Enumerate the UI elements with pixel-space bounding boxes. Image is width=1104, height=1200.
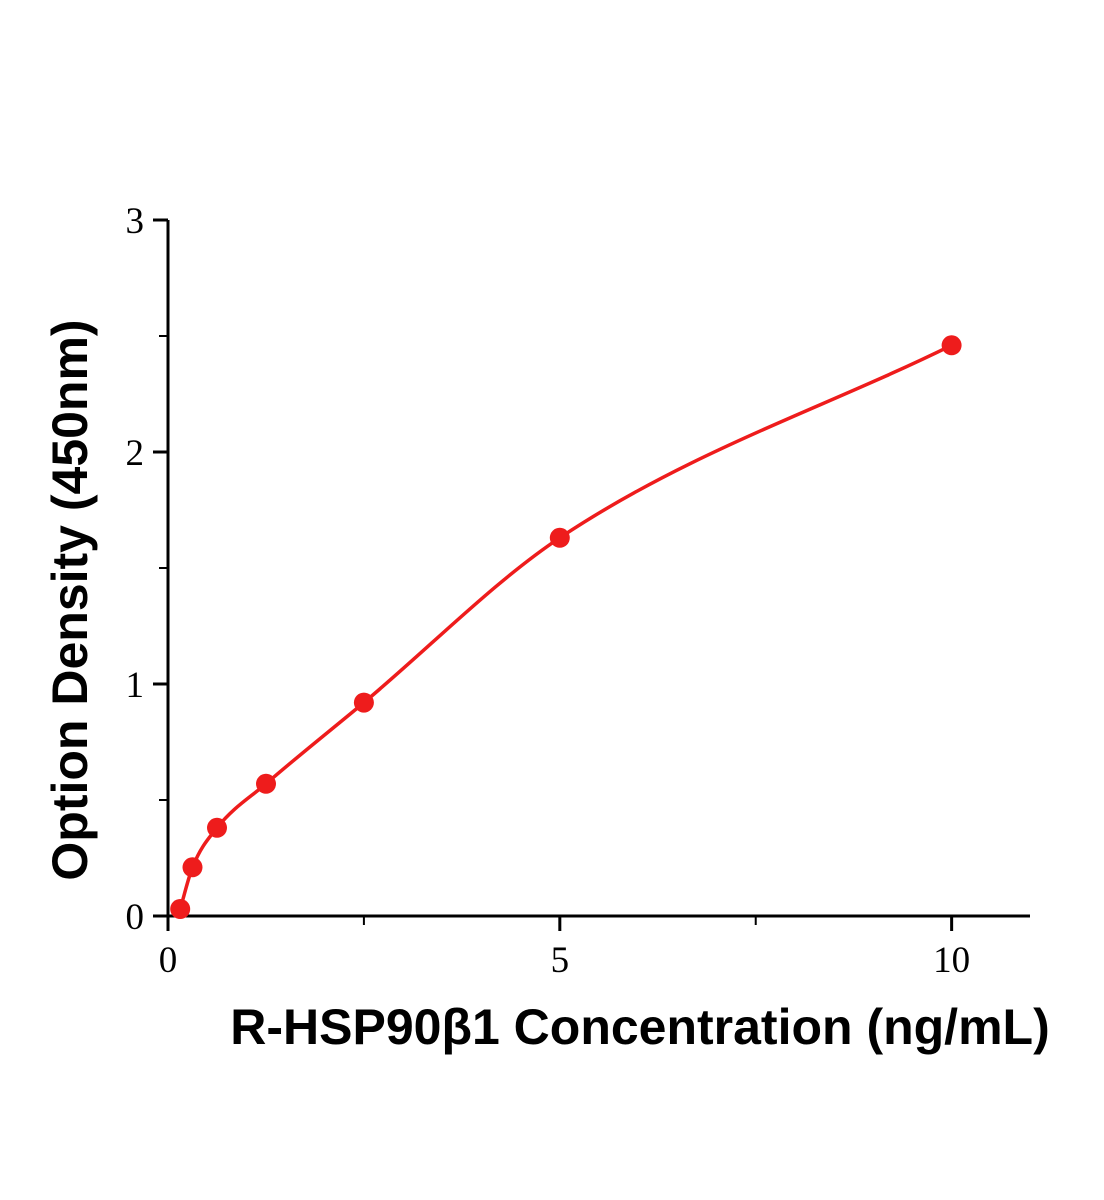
y-tick-label: 2 [126,433,145,474]
data-point [256,773,276,794]
data-point [170,899,191,919]
data-point [182,857,203,878]
y-tick-label: 3 [126,201,145,242]
x-tick-label: 0 [159,940,178,981]
data-point [353,692,374,713]
data-point [941,335,962,356]
x-tick-label: 5 [551,940,570,981]
data-point [549,527,570,548]
fit-curve [178,343,954,911]
data-point [207,817,227,838]
axes [166,220,1030,918]
x-axis-title: R-HSP90β1 Concentration (ng/mL) [230,999,1050,1055]
y-tick-label: 1 [126,665,145,706]
y-tick-label: 0 [126,897,145,938]
x-tick-label: 10 [933,940,970,981]
y-axis-title: Option Density (450nm) [42,319,98,881]
